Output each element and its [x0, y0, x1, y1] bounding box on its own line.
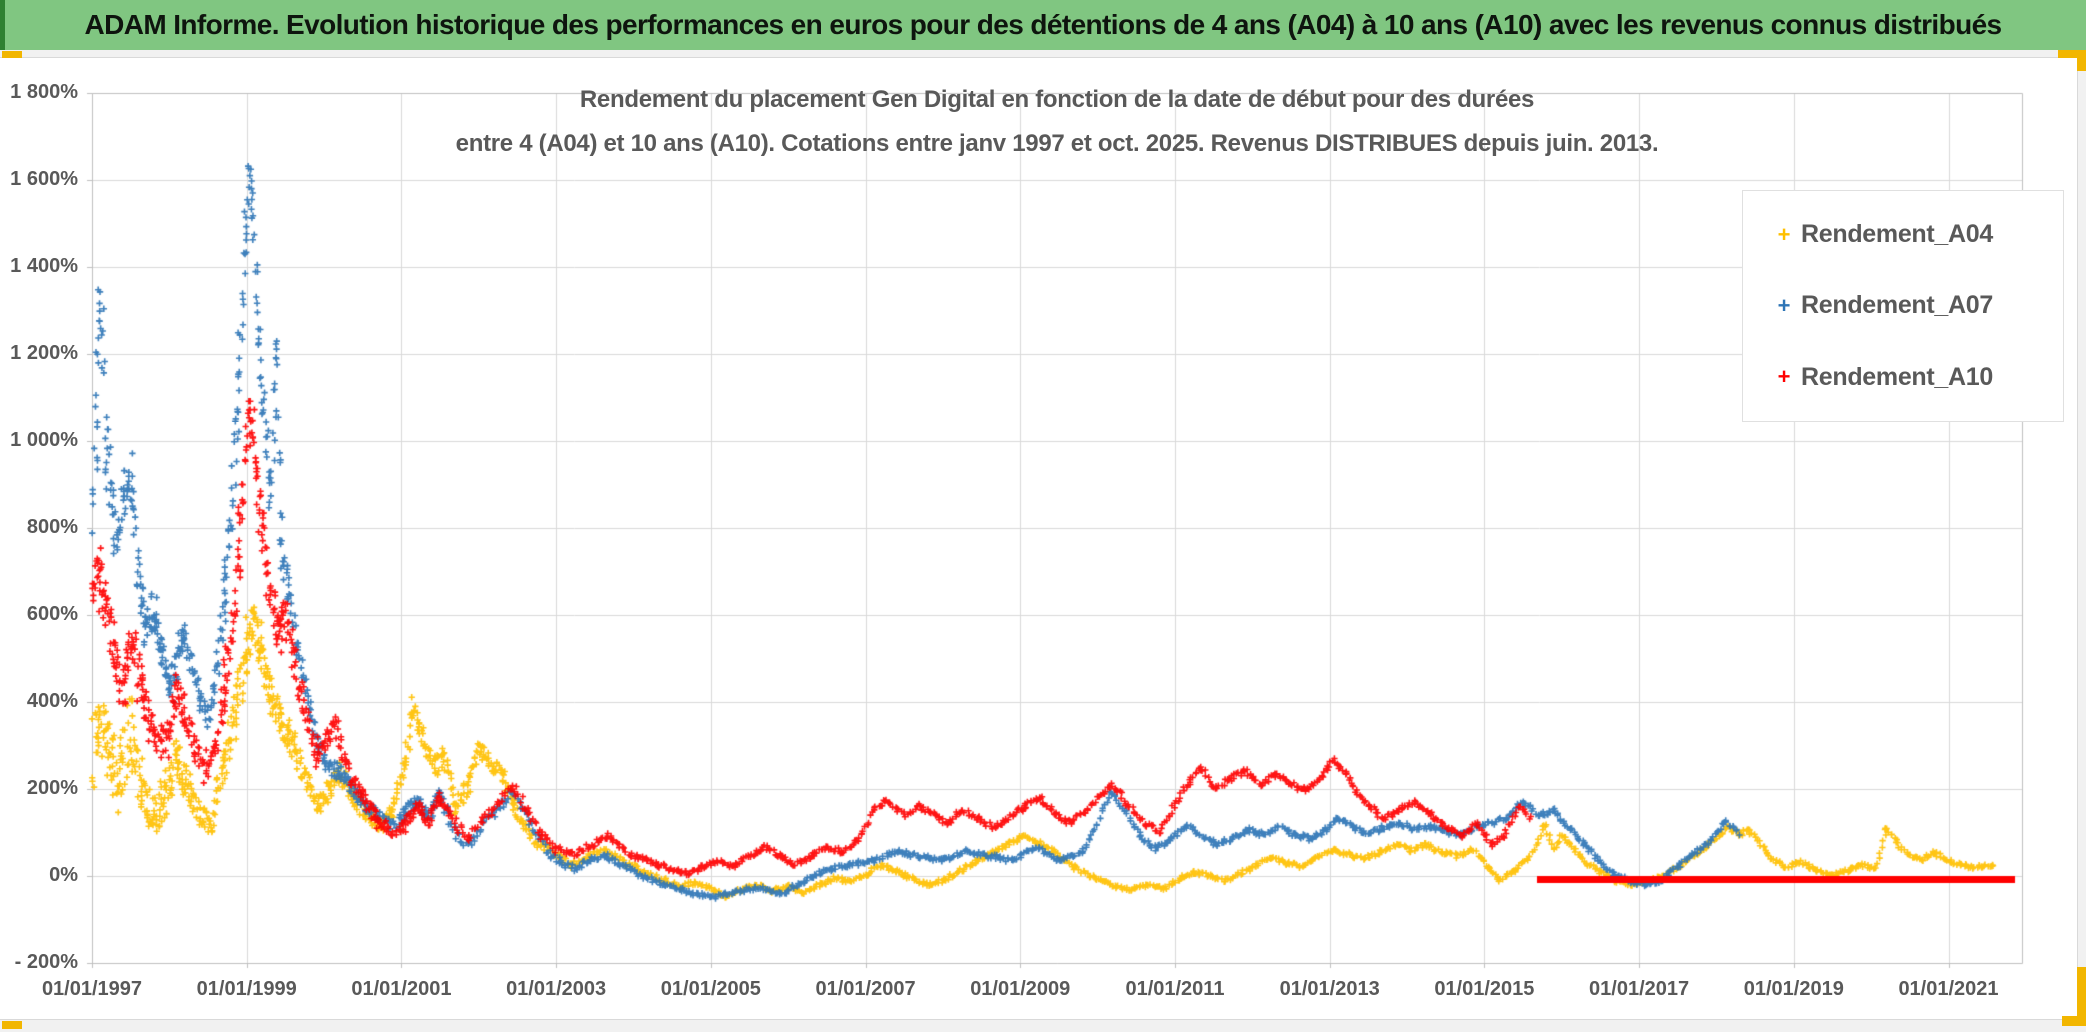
- legend-entry-a04[interactable]: + Rendement_A04: [1743, 220, 2063, 249]
- legend-label-a04: Rendement_A04: [1801, 220, 1993, 249]
- legend-box[interactable]: + Rendement_A04 + Rendement_A07 + Rendem…: [1742, 190, 2064, 422]
- legend-entry-a07[interactable]: + Rendement_A07: [1743, 291, 2063, 320]
- x-tick-label: 01/01/2011: [1125, 978, 1225, 1000]
- y-tick-label: 200%: [26, 777, 78, 799]
- y-tick-label: 600%: [26, 603, 78, 625]
- y-tick-label: 1 600%: [10, 168, 78, 190]
- x-tick-label: 01/01/2001: [351, 978, 452, 1000]
- x-tick-label: 01/01/2005: [660, 978, 761, 1000]
- x-tick-label: 01/01/2003: [506, 978, 607, 1000]
- legend-label-a10: Rendement_A10: [1801, 362, 1993, 391]
- x-tick-label: 01/01/2007: [815, 978, 916, 1000]
- legend-label-a07: Rendement_A07: [1801, 291, 1993, 320]
- y-tick-label: 1 200%: [10, 342, 78, 364]
- y-tick-label: 800%: [26, 516, 78, 538]
- y-tick-label: 0%: [49, 864, 78, 886]
- x-tick-label: 01/01/2021: [1898, 978, 1999, 1000]
- y-tick-label: 1 400%: [10, 255, 78, 277]
- y-tick-label: 1 800%: [10, 81, 78, 103]
- x-tick-label: 01/01/2019: [1743, 978, 1844, 1000]
- x-tick-label: 01/01/1999: [196, 978, 297, 1000]
- chart-title-line2: entre 4 (A04) et 10 ans (A10). Cotations…: [455, 130, 1659, 157]
- legend-entry-a10[interactable]: + Rendement_A10: [1743, 363, 2063, 392]
- plus-marker-icon-a04: +: [1777, 221, 1791, 247]
- x-tick-label: 01/01/2015: [1434, 978, 1535, 1000]
- x-tick-label: 01/01/2013: [1279, 978, 1380, 1000]
- y-tick-label: 1 000%: [10, 429, 78, 451]
- plus-marker-icon-a10: +: [1777, 364, 1791, 390]
- plus-marker-icon-a07: +: [1777, 292, 1791, 318]
- y-tick-label: - 200%: [14, 951, 78, 973]
- x-tick-label: 01/01/2009: [970, 978, 1071, 1000]
- chart-title: Rendement du placement Gen Digital en fo…: [92, 78, 2022, 166]
- y-tick-label: 400%: [26, 690, 78, 712]
- chart-title-line1: Rendement du placement Gen Digital en fo…: [579, 86, 1535, 113]
- x-tick-label: 01/01/2017: [1589, 978, 1690, 1000]
- x-tick-label: 01/01/1997: [41, 978, 143, 1000]
